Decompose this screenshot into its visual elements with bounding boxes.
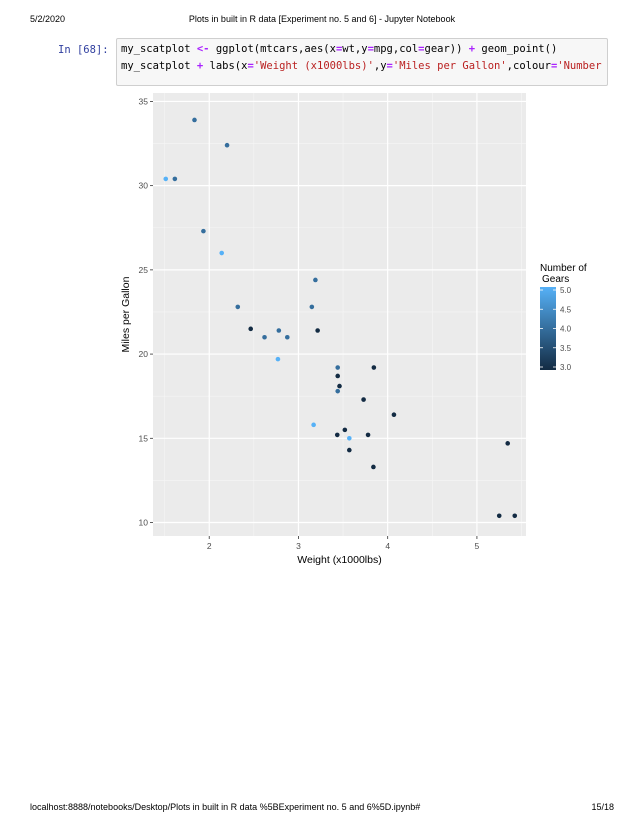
code-token: geom_point() — [475, 43, 558, 55]
legend-tick-label: 5.0 — [560, 286, 572, 295]
data-point — [262, 334, 267, 340]
print-footer: localhost:8888/notebooks/Desktop/Plots i… — [30, 802, 614, 816]
legend-title: Number of Gears — [540, 263, 587, 285]
page-number: 15/18 — [591, 802, 614, 812]
data-point — [248, 326, 254, 332]
data-point — [334, 432, 340, 438]
data-point — [347, 436, 352, 441]
data-point — [505, 441, 511, 446]
code-operator: = — [335, 43, 343, 55]
y-tick-label: 20 — [139, 349, 149, 359]
code-line-2: my_scatplot + labs(x='Weight (x1000lbs)'… — [121, 58, 607, 75]
data-point — [347, 447, 352, 453]
code-operator: + — [196, 60, 204, 72]
legend-tick-label: 3.0 — [560, 363, 572, 372]
code-string: 'Miles per Gallon' — [392, 60, 507, 72]
data-points — [163, 117, 518, 519]
code-operator: = — [386, 60, 393, 72]
data-point — [512, 513, 518, 519]
color-legend: Number of Gears 5.0 4.5 4.0 3.5 3.0 — [540, 263, 587, 372]
legend-tick-label: 4.0 — [560, 325, 572, 334]
data-point — [192, 117, 197, 123]
data-point — [315, 328, 320, 333]
print-url: localhost:8888/notebooks/Desktop/Plots i… — [30, 802, 421, 812]
y-tick-label: 30 — [139, 181, 149, 191]
code-token: wt,y — [342, 43, 368, 55]
data-point — [235, 304, 241, 310]
data-point — [337, 383, 342, 389]
data-point — [275, 356, 281, 362]
print-header: 5/2/2020 Plots in built in R data [Exper… — [30, 14, 614, 28]
y-axis: 10 15 20 25 30 35 — [139, 96, 153, 528]
x-tick-label: 4 — [385, 541, 390, 551]
data-point — [224, 142, 230, 148]
code-input[interactable]: my_scatplot <- ggplot(mtcars,aes(x=wt,y=… — [116, 38, 608, 86]
data-point — [172, 176, 178, 182]
plot-panel — [153, 93, 526, 536]
legend-colorbar — [540, 287, 556, 370]
y-tick-label: 25 — [139, 265, 149, 275]
data-point — [201, 228, 206, 234]
code-token: mpg,col — [373, 43, 419, 55]
data-point — [371, 365, 377, 370]
data-point — [335, 373, 341, 379]
y-axis-label: Miles per Gallon — [120, 276, 132, 352]
code-operator: = — [367, 43, 374, 55]
data-point — [313, 277, 318, 283]
code-operator: = — [550, 60, 558, 72]
print-date: 5/2/2020 — [30, 14, 66, 24]
data-point — [365, 432, 371, 438]
code-line-1: my_scatplot <- ggplot(mtcars,aes(x=wt,y=… — [121, 41, 607, 58]
x-axis: 2 3 4 5 — [207, 536, 480, 551]
x-tick-label: 2 — [207, 541, 212, 551]
data-point — [163, 176, 169, 182]
code-operator: + — [468, 43, 476, 55]
code-token: gear)) — [424, 43, 469, 55]
code-string: 'Number of\ — [557, 60, 602, 72]
code-token: ,colour — [506, 60, 551, 72]
data-point — [496, 513, 502, 519]
data-point — [284, 334, 290, 340]
code-string: 'Weight (x1000lbs)' — [253, 60, 374, 72]
data-point — [371, 464, 376, 470]
code-token: my_scatplot — [121, 60, 197, 72]
y-tick-label: 15 — [139, 433, 149, 443]
major-gridlines — [153, 93, 526, 536]
legend-title-line: Gears — [542, 274, 569, 285]
code-operator: = — [247, 60, 254, 72]
data-point — [391, 412, 397, 418]
y-tick-label: 35 — [139, 96, 149, 106]
x-tick-label: 5 — [475, 541, 480, 551]
data-point — [361, 397, 366, 402]
legend-tick-label: 4.5 — [560, 305, 572, 314]
data-point — [311, 422, 316, 428]
cell-prompt: In [68]: — [58, 44, 109, 56]
code-token: my_scatplot — [121, 43, 197, 55]
data-point — [335, 365, 341, 370]
minor-gridlines — [153, 93, 526, 536]
legend-title-line: Number of — [540, 263, 587, 274]
code-token: ggplot(mtcars,aes(x — [209, 43, 336, 55]
y-tick-label: 10 — [139, 518, 149, 528]
data-point — [219, 250, 225, 256]
code-token: ,y — [373, 60, 387, 72]
print-title: Plots in built in R data [Experiment no.… — [188, 14, 456, 24]
data-point — [342, 427, 348, 433]
data-point — [276, 328, 282, 333]
code-token: labs(x — [203, 60, 248, 72]
x-tick-label: 3 — [296, 541, 301, 551]
code-operator: = — [418, 43, 425, 55]
data-point — [309, 304, 315, 310]
legend-ticks: 5.0 4.5 4.0 3.5 3.0 — [540, 286, 572, 372]
data-point — [335, 388, 341, 394]
legend-tick-label: 3.5 — [560, 344, 572, 353]
code-operator: <- — [196, 43, 210, 55]
x-axis-label: Weight (x1000lbs) — [297, 554, 381, 566]
